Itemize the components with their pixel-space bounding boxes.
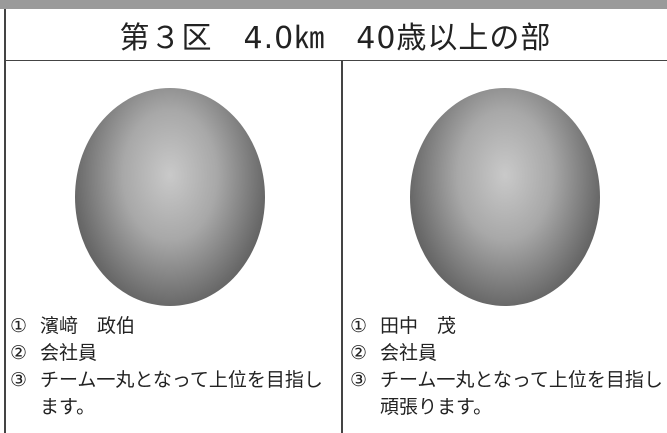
item-text: 濱﨑 政伯 <box>40 315 136 337</box>
entry: ① 田中 茂 ② 会社員 ③ チーム一丸となって上位を目指し頑張ります。 <box>350 313 664 421</box>
frame <box>4 9 667 433</box>
column-divider <box>341 61 343 433</box>
header-title: 第３区 4.0㎞ 40歳以上の部 <box>4 9 667 61</box>
top-band <box>0 0 667 9</box>
item-marker: ① <box>350 315 368 337</box>
item-text: チーム一丸となって上位を目指し頑張ります。 <box>380 369 663 418</box>
item-marker: ② <box>350 342 368 364</box>
item-marker: ③ <box>10 369 28 391</box>
entry-item: ② 会社員 <box>10 340 340 367</box>
item-text: 田中 茂 <box>380 315 457 337</box>
photo <box>75 88 265 306</box>
item-marker: ③ <box>350 369 368 391</box>
item-text: チーム一丸となって上位を目指します。 <box>40 369 323 418</box>
item-marker: ② <box>10 342 28 364</box>
item-text: 会社員 <box>380 342 438 364</box>
entry: ① 濱﨑 政伯 ② 会社員 ③ チーム一丸となって上位を目指します。 <box>10 313 340 421</box>
entry-item: ③ チーム一丸となって上位を目指します。 <box>10 367 340 421</box>
item-text: 会社員 <box>40 342 98 364</box>
entry-item: ① 田中 茂 <box>350 313 664 340</box>
item-marker: ① <box>10 315 28 337</box>
photo <box>410 88 600 306</box>
entry-item: ② 会社員 <box>350 340 664 367</box>
entry-item: ③ チーム一丸となって上位を目指し頑張ります。 <box>350 367 664 421</box>
entry-item: ① 濱﨑 政伯 <box>10 313 340 340</box>
